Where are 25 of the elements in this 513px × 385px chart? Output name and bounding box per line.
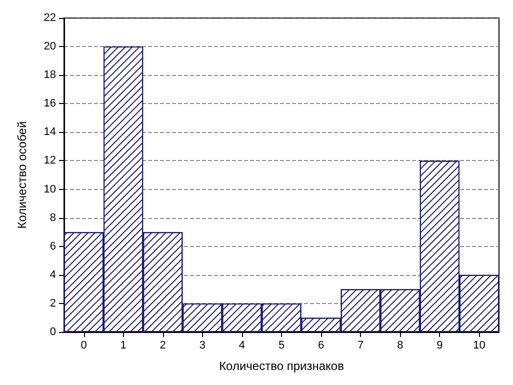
- x-tick-label: 10: [473, 340, 486, 352]
- x-tick-label: 3: [199, 340, 206, 352]
- y-tick-label: 4: [50, 268, 56, 281]
- x-tick-label: 5: [278, 340, 285, 352]
- y-tick-label: 20: [44, 40, 56, 53]
- x-tick-label: 0: [80, 340, 87, 352]
- y-tick-label: 16: [44, 98, 56, 110]
- x-tick-label: 8: [397, 340, 404, 352]
- y-tick-label: 6: [50, 240, 56, 252]
- y-tick-label: 14: [44, 126, 56, 138]
- x-tick-label: 6: [318, 340, 324, 352]
- y-tick-label: 8: [50, 212, 56, 224]
- y-tick-label: 22: [44, 12, 56, 24]
- x-axis-title: Количество признаков: [219, 359, 344, 373]
- y-tick-label: 0: [50, 326, 56, 338]
- x-tick-label: 4: [238, 340, 246, 352]
- x-tick-label: 2: [160, 340, 166, 352]
- x-tick-label: 1: [120, 340, 126, 352]
- x-tick-label: 7: [358, 340, 364, 352]
- y-tick-label: 18: [44, 69, 56, 82]
- y-tick-label: 10: [44, 183, 56, 196]
- y-axis-title: Количество особей: [15, 121, 29, 229]
- y-tick-label: 12: [44, 154, 56, 167]
- x-tick-label: 9: [436, 340, 443, 352]
- y-tick-label: 2: [50, 297, 56, 310]
